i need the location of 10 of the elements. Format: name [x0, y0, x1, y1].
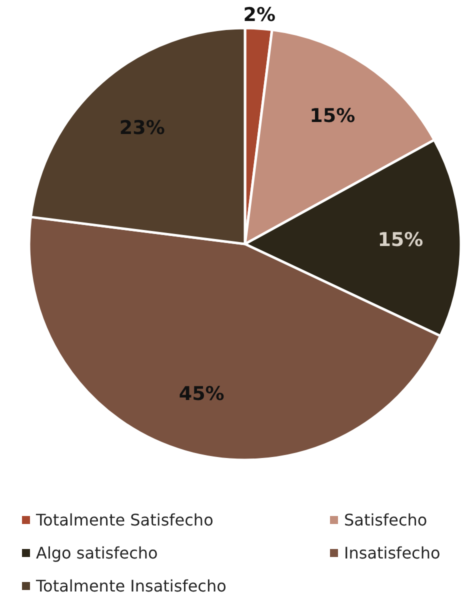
data-label: 45% [178, 382, 224, 405]
legend-label: Totalmente Insatisfecho [35, 576, 226, 596]
data-label: 15% [310, 105, 356, 128]
legend-label: Satisfecho [344, 510, 428, 530]
legend-label: Insatisfecho [344, 544, 440, 563]
data-label: 23% [119, 116, 165, 139]
legend-label: Totalmente Satisfecho [35, 510, 214, 530]
data-label: 2% [243, 4, 276, 26]
legend-label: Algo satisfecho [36, 544, 158, 563]
data-label: 15% [378, 228, 424, 251]
